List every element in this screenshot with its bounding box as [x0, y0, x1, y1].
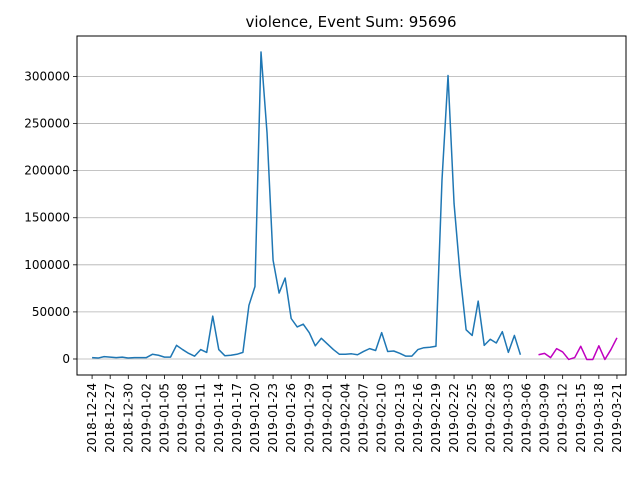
x-tick-label: 2019-02-13	[393, 383, 407, 453]
y-tick-label: 150000	[24, 211, 70, 225]
x-tick-label: 2019-01-14	[212, 383, 226, 453]
series-line-1	[92, 51, 522, 359]
x-tick-label: 2019-01-17	[230, 383, 244, 453]
x-tick-label: 2019-01-05	[157, 383, 171, 453]
x-tick-label: 2019-02-07	[357, 383, 371, 453]
x-tick-label: 2018-12-30	[121, 383, 135, 453]
grid-lines	[77, 76, 626, 360]
x-tick-label: 2019-03-06	[519, 383, 533, 453]
chart-title: violence, Event Sum: 95696	[245, 13, 456, 31]
x-tick-label: 2019-03-09	[538, 383, 552, 453]
x-tick-label: 2019-01-23	[266, 383, 280, 453]
y-tick-label: 250000	[24, 117, 70, 131]
x-axis: 2018-12-24 2018-12-27 2018-12-30 2019-01-02…	[85, 375, 624, 453]
x-tick-label: 2019-01-08	[176, 383, 190, 453]
x-tick-label: 2018-12-27	[103, 383, 117, 453]
y-tick-label: 50000	[32, 305, 70, 319]
x-tick-label: 2019-01-26	[284, 383, 298, 453]
x-tick-label: 2019-02-22	[447, 383, 461, 453]
x-tick-label: 2019-03-15	[574, 383, 588, 453]
x-tick-label: 2019-02-19	[429, 383, 443, 453]
x-tick-label: 2019-03-12	[556, 383, 570, 453]
y-tick-label: 300000	[24, 69, 70, 83]
x-tick-label: 2019-02-04	[338, 383, 352, 453]
x-tick-label: 2019-01-20	[248, 383, 262, 453]
x-tick-label: 2019-02-01	[320, 383, 334, 453]
series-lines	[92, 51, 618, 361]
x-tick-label: 2019-01-29	[302, 383, 316, 453]
x-tick-label: 2019-01-02	[139, 383, 153, 453]
x-tick-label: 2019-02-16	[411, 383, 425, 453]
y-tick-label: 0	[62, 352, 70, 366]
y-tick-label: 200000	[24, 164, 70, 178]
y-tick-label: 100000	[24, 258, 70, 272]
x-tick-label: 2018-12-24	[85, 383, 99, 453]
x-tick-label: 2019-02-28	[483, 383, 497, 453]
y-axis: 0 50000 100000 150000 200000 250000 300000	[24, 69, 77, 366]
x-tick-label: 2019-03-03	[501, 383, 515, 453]
series-line-2	[538, 337, 618, 361]
plot-area-frame	[76, 35, 627, 376]
x-tick-label: 2019-02-25	[465, 383, 479, 453]
x-tick-label: 2019-02-10	[375, 383, 389, 453]
x-tick-label: 2019-01-11	[194, 383, 208, 453]
x-tick-label: 2019-03-21	[610, 383, 624, 453]
x-tick-label: 2019-03-18	[592, 383, 606, 453]
